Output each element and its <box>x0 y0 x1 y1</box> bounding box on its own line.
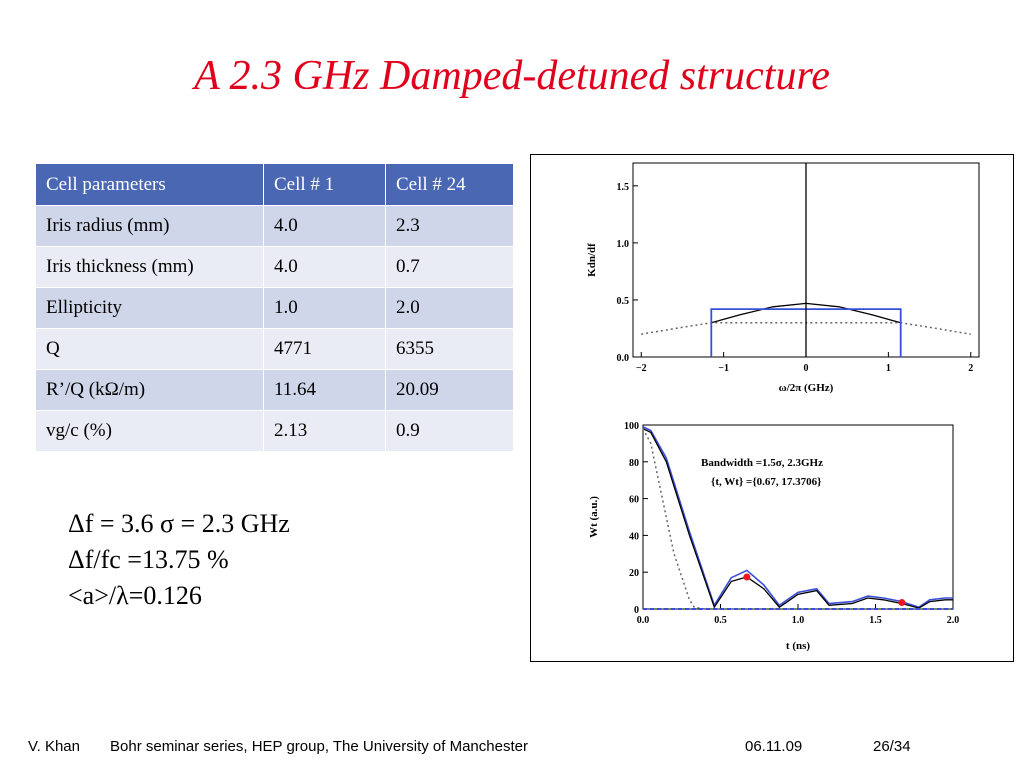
slide-title: A 2.3 GHz Damped-detuned structure <box>194 53 830 99</box>
formula-block: Δf = 3.6 σ = 2.3 GHz Δf/fc =13.75 % <a>/… <box>68 506 290 614</box>
table-cell: 4771 <box>263 328 386 370</box>
table-cell: 2.13 <box>263 410 386 452</box>
column-header: Cell # 24 <box>385 163 514 206</box>
y-tick-label: 60 <box>629 495 639 506</box>
x-axis-label: ω/2π (GHz) <box>779 382 834 394</box>
x-tick-label: 2.0 <box>947 615 960 626</box>
data-point-marker <box>743 573 751 581</box>
table-row: Iris radius (mm) 4.0 2.3 <box>35 205 514 247</box>
y-tick-label: 1.0 <box>617 239 630 250</box>
y-axis-label: Wt (a.u.) <box>588 496 600 538</box>
x-tick-label: 1 <box>886 363 891 374</box>
distribution-plot: −2 −1 0 1 2 0.0 0.5 1.0 1.5 Kdn/df ω/2π (GHz) <box>586 162 980 394</box>
y-tick-label: 1.5 <box>617 182 630 193</box>
y-tick-label: 0.5 <box>617 296 630 307</box>
y-axis-label: Kdn/df <box>586 243 598 277</box>
column-header: Cell # 1 <box>263 163 386 206</box>
table-cell: 2.0 <box>385 287 514 329</box>
x-tick-label: 0.0 <box>637 615 650 626</box>
y-tick-label: 100 <box>624 421 639 432</box>
table-row: vg/c (%) 2.13 0.9 <box>35 410 514 452</box>
cell-parameters-table: Cell parameters Cell # 1 Cell # 24 Iris … <box>35 163 514 452</box>
table-cell: 6355 <box>385 328 514 370</box>
footer-date: 06.11.09 <box>745 738 803 755</box>
formula-bandwidth: Δf = 3.6 σ = 2.3 GHz <box>68 509 290 538</box>
y-tick-label: 80 <box>629 458 639 469</box>
table-cell: Ellipticity <box>35 287 264 329</box>
plots-figure: −2 −1 0 1 2 0.0 0.5 1.0 1.5 Kdn/df ω/2π (GHz) 0.… <box>586 162 980 652</box>
table-row: Ellipticity 1.0 2.0 <box>35 287 514 329</box>
table-cell: 4.0 <box>263 205 386 247</box>
series-line <box>642 428 752 610</box>
column-header: Cell parameters <box>35 163 264 206</box>
table-cell: Iris radius (mm) <box>35 205 264 247</box>
formula-iris-ratio: <a>/λ=0.126 <box>68 581 202 610</box>
x-tick-label: 0.5 <box>714 615 727 626</box>
table-row: Q 4771 6355 <box>35 328 514 370</box>
table-cell: Q <box>35 328 264 370</box>
y-tick-label: 0 <box>634 605 639 616</box>
x-tick-label: −2 <box>636 363 647 374</box>
y-tick-label: 20 <box>629 568 639 579</box>
table-cell: 2.3 <box>385 205 514 247</box>
footer-author: V. Khan <box>28 738 80 755</box>
y-tick-label: 0.0 <box>617 353 630 364</box>
table-cell: 1.0 <box>263 287 386 329</box>
table-cell: 11.64 <box>263 369 386 411</box>
table-row: R’/Q (kΩ/m) 11.64 20.09 <box>35 369 514 411</box>
table-cell: 0.7 <box>385 246 514 288</box>
table-cell: R’/Q (kΩ/m) <box>35 369 264 411</box>
x-axis-label: t (ns) <box>786 640 810 652</box>
table-cell: vg/c (%) <box>35 410 264 452</box>
table-cell: 20.09 <box>385 369 514 411</box>
x-tick-label: 1.0 <box>792 615 805 626</box>
figure-frame: −2 −1 0 1 2 0.0 0.5 1.0 1.5 Kdn/df ω/2π (GHz) 0.… <box>530 154 1014 662</box>
wakefield-plot: 0.0 0.5 1.0 1.5 2.0 0 20 40 60 80 100 Wt (a.u.) t … <box>588 421 959 652</box>
table-cell: 0.9 <box>385 410 514 452</box>
table-header-row: Cell parameters Cell # 1 Cell # 24 <box>35 163 514 206</box>
data-point-marker <box>898 599 906 607</box>
footer-page: 26/34 <box>873 738 911 755</box>
table-cell: Iris thickness (mm) <box>35 246 264 288</box>
x-tick-label: 0 <box>804 363 809 374</box>
annotation-point: {t, Wt} ={0.67, 17.3706} <box>711 476 821 488</box>
table-row: Iris thickness (mm) 4.0 0.7 <box>35 246 514 288</box>
x-tick-label: 2 <box>968 363 973 374</box>
formula-relative-bandwidth: Δf/fc =13.75 % <box>68 545 229 574</box>
y-tick-label: 40 <box>629 531 639 542</box>
series-line <box>642 426 953 609</box>
x-tick-label: 1.5 <box>869 615 882 626</box>
series-line <box>642 428 953 609</box>
plot-frame <box>642 424 954 610</box>
footer-series: Bohr seminar series, HEP group, The Univ… <box>110 738 528 755</box>
x-tick-label: −1 <box>718 363 729 374</box>
annotation-bandwidth: Bandwidth =1.5σ, 2.3GHz <box>701 457 823 469</box>
table-cell: 4.0 <box>263 246 386 288</box>
